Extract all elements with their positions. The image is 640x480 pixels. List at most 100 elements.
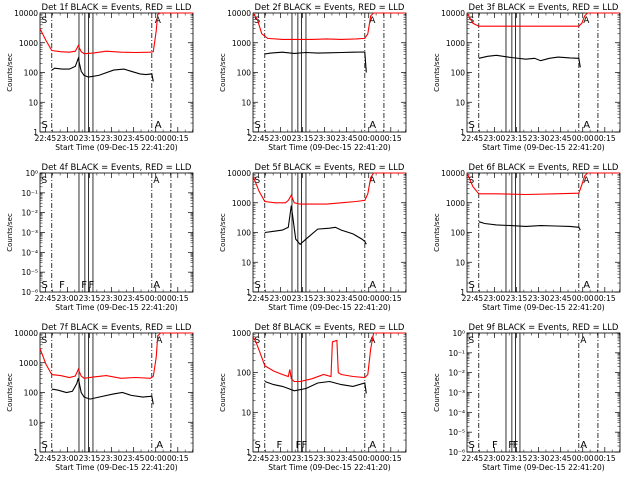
x-tick-label: 23:00 — [270, 454, 292, 463]
flag-label-top: S — [468, 176, 474, 186]
x-tick-label: 23:30 — [314, 454, 336, 463]
x-tick-label: 23:15 — [292, 134, 314, 143]
chart-panel: Det 8f BLACK = Events, RED = LLD 1 10 100 10… — [219, 323, 407, 472]
y-tick-label: 10 — [241, 258, 251, 267]
flag-label: A — [583, 280, 590, 291]
x-tick-label: 00:15 — [167, 134, 189, 143]
y-tick-label: 10 — [28, 98, 38, 107]
flag-label-top: S — [41, 336, 47, 346]
flag-label: S — [254, 440, 260, 451]
x-tick-label: 22:45 — [35, 454, 57, 463]
x-tick-label: 23:15 — [79, 134, 101, 143]
events-series-line — [51, 56, 154, 82]
panel-title: Det 1f BLACK = Events, RED = LLD — [42, 3, 192, 13]
lld-series-line — [39, 332, 193, 379]
y-tick-label: 10 — [455, 258, 465, 267]
x-tick-label: 23:00 — [484, 294, 506, 303]
x-tick-label: 23:00 — [484, 454, 506, 463]
events-series-line — [51, 378, 154, 405]
y-tick-label: 10⁻⁶ — [448, 448, 465, 457]
x-tick-label: 00:15 — [594, 134, 616, 143]
flag-label-top: A — [583, 176, 590, 186]
x-tick-label: 23:15 — [292, 454, 314, 463]
y-tick-label: 1 — [460, 128, 465, 137]
flag-label: S — [254, 120, 260, 131]
x-tick-label: 23:30 — [101, 294, 123, 303]
flag-label: A — [156, 440, 163, 451]
y-tick-label: 1000 — [232, 39, 251, 48]
plot-frame — [466, 172, 621, 293]
y-axis-label: Counts/sec — [6, 213, 14, 252]
flag-label: F — [513, 440, 519, 451]
x-tick-label: 00:00 — [358, 454, 380, 463]
y-tick-label: 1 — [246, 128, 251, 137]
x-tick-label: 23:15 — [506, 134, 528, 143]
x-axis-label: Start Time (09-Dec-15 22:41:20) — [55, 303, 177, 312]
events-series-line — [478, 54, 581, 68]
x-tick-label: 22:45 — [248, 454, 270, 463]
flag-label: F — [81, 280, 87, 291]
x-tick-label: 23:15 — [506, 454, 528, 463]
y-tick-label: 10000 — [227, 9, 251, 18]
x-tick-label: 00:15 — [594, 454, 616, 463]
y-axis-label: Counts/sec — [219, 373, 227, 412]
flag-label: A — [153, 280, 160, 291]
x-tick-label: 22:45 — [35, 294, 57, 303]
x-tick-label: 00:00 — [145, 454, 167, 463]
y-tick-label: 1000 — [446, 199, 465, 208]
chart-panel: Det 5f BLACK = Events, RED = LLD 1 10 100 10… — [219, 163, 407, 312]
lld-series-line — [466, 12, 620, 27]
flag-label: S — [41, 120, 47, 131]
y-axis-label: Counts/sec — [433, 53, 441, 92]
y-tick-label: 10 — [455, 98, 465, 107]
x-tick-label: 22:45 — [462, 294, 484, 303]
x-tick-label: 23:15 — [292, 294, 314, 303]
flag-label-top: A — [369, 336, 376, 346]
x-tick-label: 23:00 — [270, 134, 292, 143]
x-tick-label: 23:15 — [79, 294, 101, 303]
y-tick-label: 1 — [33, 128, 38, 137]
x-axis-label: Start Time (09-Dec-15 22:41:20) — [482, 143, 604, 152]
panel-title: Det 3f BLACK = Events, RED = LLD — [469, 3, 619, 13]
y-tick-label: 10⁻⁴ — [448, 408, 465, 417]
flag-label-top: A — [580, 336, 587, 346]
x-tick-label: 00:00 — [358, 134, 380, 143]
flag-label: A — [580, 440, 587, 451]
flag-label: S — [468, 440, 474, 451]
lld-series-line — [466, 172, 620, 196]
x-axis-label: Start Time (09-Dec-15 22:41:20) — [268, 303, 390, 312]
x-tick-label: 23:00 — [484, 134, 506, 143]
flag-label: S — [254, 280, 260, 291]
y-tick-label: 10⁻⁶ — [21, 288, 38, 297]
y-tick-label: 100 — [237, 369, 252, 378]
plot-frame — [252, 172, 407, 293]
flag-label: A — [369, 280, 376, 291]
x-tick-label: 23:45 — [123, 134, 145, 143]
y-tick-label: 1 — [246, 448, 251, 457]
flag-label: F — [508, 440, 514, 451]
x-axis-label: Start Time (09-Dec-15 22:41:20) — [268, 463, 390, 472]
panel-title: Det 2f BLACK = Events, RED = LLD — [255, 3, 405, 13]
x-tick-label: 22:45 — [462, 454, 484, 463]
x-tick-label: 23:00 — [57, 134, 79, 143]
x-tick-label: 23:30 — [314, 134, 336, 143]
y-axis-label: Counts/sec — [6, 373, 14, 412]
x-tick-label: 00:00 — [572, 454, 594, 463]
x-tick-label: 23:45 — [123, 454, 145, 463]
flag-label-top: S — [254, 176, 260, 186]
flag-label: F — [492, 440, 498, 451]
x-tick-label: 00:00 — [572, 294, 594, 303]
y-tick-label: 10⁻⁵ — [21, 268, 38, 277]
x-tick-label: 23:30 — [314, 294, 336, 303]
x-tick-label: 22:45 — [248, 134, 270, 143]
y-tick-label: 10⁻¹ — [21, 189, 38, 198]
flag-label: F — [296, 440, 302, 451]
x-tick-label: 00:15 — [380, 454, 402, 463]
x-axis-label: Start Time (09-Dec-15 22:41:20) — [482, 303, 604, 312]
y-tick-label: 10⁻² — [21, 209, 38, 218]
flag-label: F — [89, 280, 95, 291]
x-tick-label: 23:00 — [270, 294, 292, 303]
x-axis-label: Start Time (09-Dec-15 22:41:20) — [55, 143, 177, 152]
y-axis-label: Counts/sec — [219, 213, 227, 252]
lld-series-line — [252, 172, 406, 205]
